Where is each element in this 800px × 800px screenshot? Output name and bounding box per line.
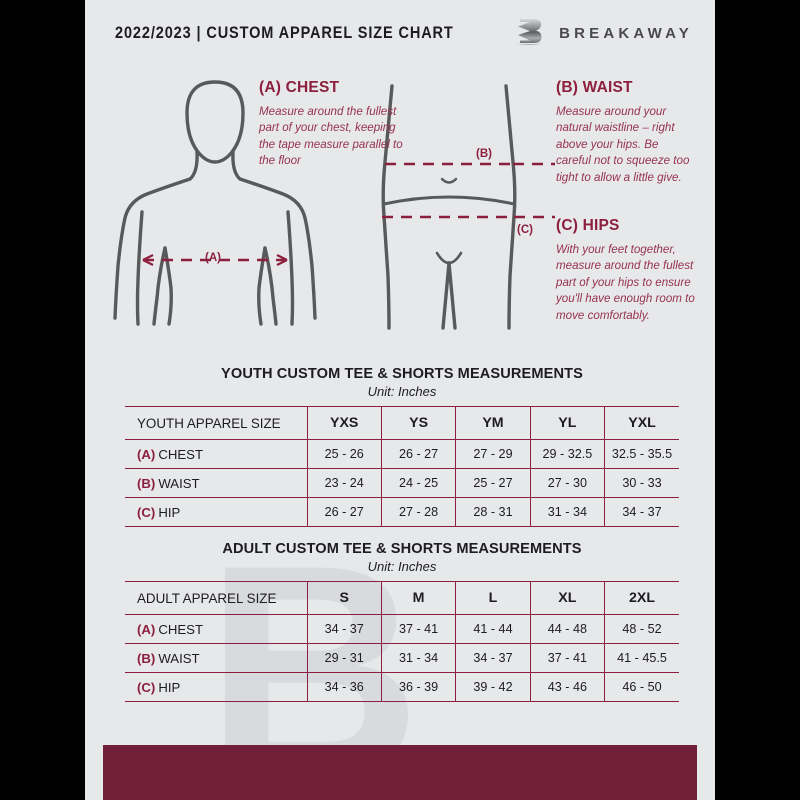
adult-row-chest-tag: (A) [137, 621, 156, 637]
waist-measure-label: (B) [476, 148, 492, 160]
adult-header-label: ADULT APPAREL SIZE [125, 581, 308, 615]
callout-chest-title: (A) CHEST [259, 79, 340, 96]
callout-waist-title: (B) WAIST [556, 79, 633, 96]
youth-waist-yxs: 23 - 24 [307, 468, 382, 498]
adult-waist-2xl: 41 - 45.5 [604, 643, 679, 673]
adult-row-hip-tag: (C) [137, 679, 156, 695]
youth-hip-ys: 27 - 28 [381, 497, 457, 527]
callout-waist: (B) WAIST Measure around your natural wa… [556, 79, 696, 186]
table-row: (A) CHEST 25 - 26 26 - 27 27 - 29 29 - 32… [125, 439, 679, 469]
adult-size-m: M [381, 581, 457, 615]
callout-hips: (C) HIPS With your feet together, measur… [556, 217, 696, 324]
adult-row-waist-tag: (B) [137, 650, 156, 666]
youth-chest-yxl: 32.5 - 35.5 [604, 439, 679, 469]
chest-measure-line [142, 254, 288, 266]
measurement-illustration: (A) (B) (C) (A) CHEST Measure around the… [85, 66, 715, 366]
breakaway-b-logo-icon [512, 14, 546, 53]
callout-waist-body: Measure around your natural waistline – … [556, 105, 690, 184]
adult-waist-m: 31 - 34 [381, 643, 457, 673]
adult-waist-xl: 37 - 41 [530, 643, 606, 673]
youth-hip-yxs: 26 - 27 [307, 497, 382, 527]
adult-hip-xl: 43 - 46 [530, 672, 606, 702]
youth-row-waist-name: WAIST [158, 475, 200, 491]
adult-chest-xl: 44 - 48 [530, 614, 606, 644]
bottom-accent-bar [103, 745, 697, 800]
callout-hips-title: (C) HIPS [556, 217, 620, 234]
youth-size-table: YOUTH APPAREL SIZE YXS YS YM YL YXL (A) C… [125, 406, 679, 527]
table-row: (B) WAIST 23 - 24 24 - 25 25 - 27 27 - 30… [125, 468, 679, 498]
youth-waist-yl: 27 - 30 [530, 468, 606, 498]
adult-row-chest-label: (A) CHEST [125, 614, 308, 644]
adult-size-2xl: 2XL [604, 581, 679, 615]
page-header: 2022/2023 | CUSTOM APPAREL SIZE CHART [85, 0, 715, 66]
callout-hips-body: With your feet together, measure around … [556, 243, 695, 322]
body-figures-svg [113, 80, 555, 330]
youth-row-chest-tag: (A) [137, 446, 156, 462]
youth-chest-yl: 29 - 32.5 [530, 439, 606, 469]
youth-size-yl: YL [530, 406, 606, 440]
adult-section: ADULT CUSTOM TEE & SHORTS MEASUREMENTS U… [125, 541, 679, 702]
adult-size-s: S [307, 581, 382, 615]
adult-size-table: ADULT APPAREL SIZE S M L XL 2XL (A) CHEST… [125, 581, 679, 702]
adult-chest-s: 34 - 37 [307, 614, 382, 644]
youth-section-unit: Unit: Inches [367, 384, 437, 399]
upper-body-figure [113, 80, 317, 326]
adult-hip-m: 36 - 39 [381, 672, 457, 702]
youth-chest-ys: 26 - 27 [381, 439, 457, 469]
youth-hip-yl: 31 - 34 [530, 497, 606, 527]
youth-row-chest-label: (A) CHEST [125, 439, 308, 469]
youth-chest-yxs: 25 - 26 [307, 439, 382, 469]
youth-waist-yxl: 30 - 33 [604, 468, 679, 498]
youth-header-label: YOUTH APPAREL SIZE [125, 406, 308, 440]
adult-chest-2xl: 48 - 52 [604, 614, 679, 644]
adult-size-l: L [455, 581, 531, 615]
chest-measure-label: (A) [205, 252, 221, 264]
adult-chest-l: 41 - 44 [455, 614, 531, 644]
brand-block: BREAKAWAY [512, 14, 693, 53]
youth-chest-ym: 27 - 29 [455, 439, 531, 469]
callout-chest: (A) CHEST Measure around the fullest par… [259, 79, 409, 170]
youth-hip-ym: 28 - 31 [455, 497, 531, 527]
youth-hip-yxl: 34 - 37 [604, 497, 679, 527]
adult-chest-m: 37 - 41 [381, 614, 457, 644]
youth-row-waist-label: (B) WAIST [125, 468, 308, 498]
table-row: (C) HIP 26 - 27 27 - 28 28 - 31 31 - 34 3… [125, 497, 679, 527]
hips-measure-label: (C) [517, 224, 533, 236]
adult-size-xl: XL [530, 581, 606, 615]
adult-section-title: ADULT CUSTOM TEE & SHORTS MEASUREMENTS [222, 541, 582, 557]
youth-table-header-row: YOUTH APPAREL SIZE YXS YS YM YL YXL [125, 406, 679, 440]
youth-size-ym: YM [455, 406, 531, 440]
adult-row-chest-name: CHEST [158, 621, 204, 637]
adult-section-unit: Unit: Inches [367, 559, 437, 574]
youth-section: YOUTH CUSTOM TEE & SHORTS MEASUREMENTS U… [125, 366, 679, 527]
youth-waist-ys: 24 - 25 [381, 468, 457, 498]
adult-row-waist-name: WAIST [158, 650, 200, 666]
adult-row-hip-label: (C) HIP [125, 672, 308, 702]
callout-chest-body: Measure around the fullest part of your … [259, 105, 403, 168]
adult-row-waist-label: (B) WAIST [125, 643, 308, 673]
youth-section-title: YOUTH CUSTOM TEE & SHORTS MEASUREMENTS [221, 366, 583, 382]
adult-waist-s: 29 - 31 [307, 643, 382, 673]
youth-size-yxs: YXS [307, 406, 382, 440]
size-chart-page: B 2022/2023 | CUSTOM APPAREL SIZE CHART [85, 0, 715, 800]
youth-row-chest-name: CHEST [158, 446, 204, 462]
youth-row-waist-tag: (B) [137, 475, 156, 491]
brand-name: BREAKAWAY [559, 24, 693, 42]
youth-row-hip-label: (C) HIP [125, 497, 308, 527]
youth-waist-ym: 25 - 27 [455, 468, 531, 498]
adult-table-header-row: ADULT APPAREL SIZE S M L XL 2XL [125, 581, 679, 615]
table-row: (C) HIP 34 - 36 36 - 39 39 - 42 43 - 46 4… [125, 672, 679, 702]
youth-size-ys: YS [381, 406, 457, 440]
page-title: 2022/2023 | CUSTOM APPAREL SIZE CHART [115, 23, 454, 42]
adult-waist-l: 34 - 37 [455, 643, 531, 673]
adult-hip-l: 39 - 42 [455, 672, 531, 702]
youth-size-yxl: YXL [604, 406, 679, 440]
adult-row-hip-name: HIP [158, 679, 181, 695]
adult-hip-s: 34 - 36 [307, 672, 382, 702]
adult-hip-2xl: 46 - 50 [604, 672, 679, 702]
youth-row-hip-tag: (C) [137, 504, 156, 520]
table-row: (B) WAIST 29 - 31 31 - 34 34 - 37 37 - 41… [125, 643, 679, 673]
table-row: (A) CHEST 34 - 37 37 - 41 41 - 44 44 - 48… [125, 614, 679, 644]
youth-row-hip-name: HIP [158, 504, 181, 520]
